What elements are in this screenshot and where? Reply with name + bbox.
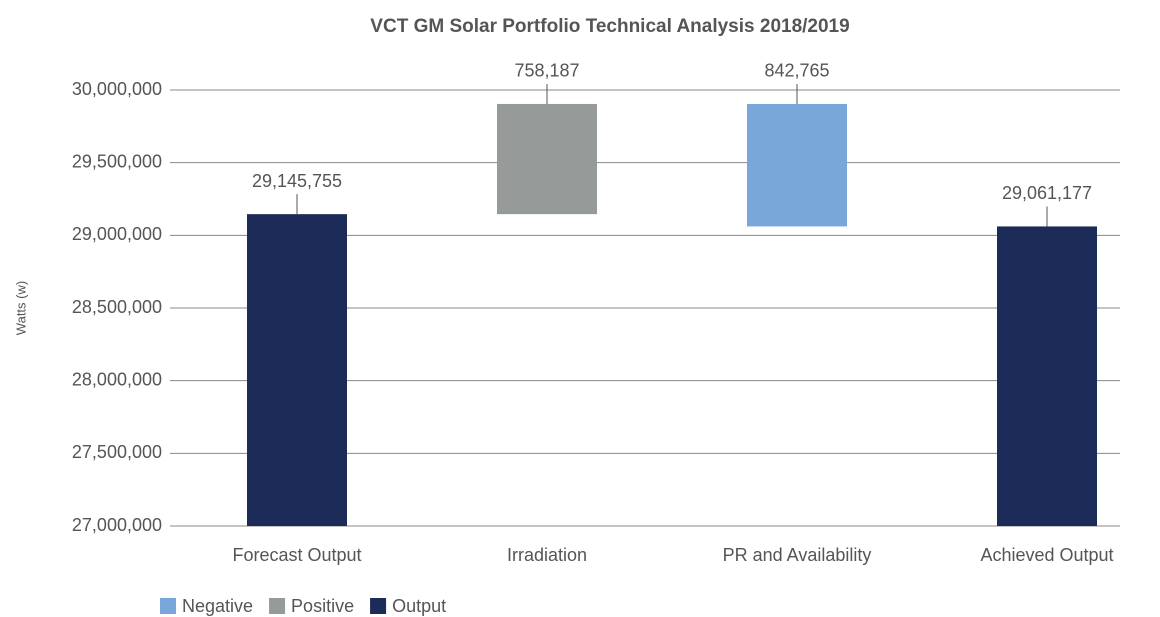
bar bbox=[997, 226, 1097, 527]
y-tick-label: 28,000,000 bbox=[72, 369, 162, 389]
data-label: 842,765 bbox=[764, 61, 829, 81]
data-label: 758,187 bbox=[514, 61, 579, 81]
legend-label: Output bbox=[392, 596, 446, 616]
legend-label: Negative bbox=[182, 596, 253, 616]
bar bbox=[747, 103, 847, 227]
data-label: 29,145,755 bbox=[252, 171, 342, 191]
y-tick-label: 30,000,000 bbox=[72, 79, 162, 99]
bar bbox=[497, 103, 597, 215]
x-tick-label: Irradiation bbox=[507, 545, 587, 565]
bar bbox=[247, 214, 347, 526]
x-tick-label: Achieved Output bbox=[980, 545, 1113, 565]
legend-swatch bbox=[160, 598, 176, 614]
chart-title: VCT GM Solar Portfolio Technical Analysi… bbox=[370, 16, 849, 37]
data-label: 29,061,177 bbox=[1002, 183, 1092, 203]
y-axis-title: Watts (w) bbox=[13, 281, 28, 335]
x-tick-label: PR and Availability bbox=[723, 545, 872, 565]
x-tick-label: Forecast Output bbox=[232, 545, 361, 565]
y-tick-label: 29,000,000 bbox=[72, 224, 162, 244]
y-tick-label: 27,000,000 bbox=[72, 515, 162, 535]
y-tick-label: 28,500,000 bbox=[72, 297, 162, 317]
legend-label: Positive bbox=[291, 596, 354, 616]
legend-swatch bbox=[269, 598, 286, 614]
y-tick-label: 29,500,000 bbox=[72, 151, 162, 171]
y-tick-label: 27,500,000 bbox=[72, 442, 162, 462]
legend-swatch bbox=[370, 598, 387, 614]
